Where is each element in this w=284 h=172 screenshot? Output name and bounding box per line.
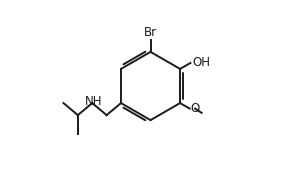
Text: NH: NH bbox=[85, 95, 102, 108]
Text: Br: Br bbox=[144, 26, 157, 39]
Text: O: O bbox=[191, 102, 200, 115]
Text: OH: OH bbox=[192, 56, 210, 69]
